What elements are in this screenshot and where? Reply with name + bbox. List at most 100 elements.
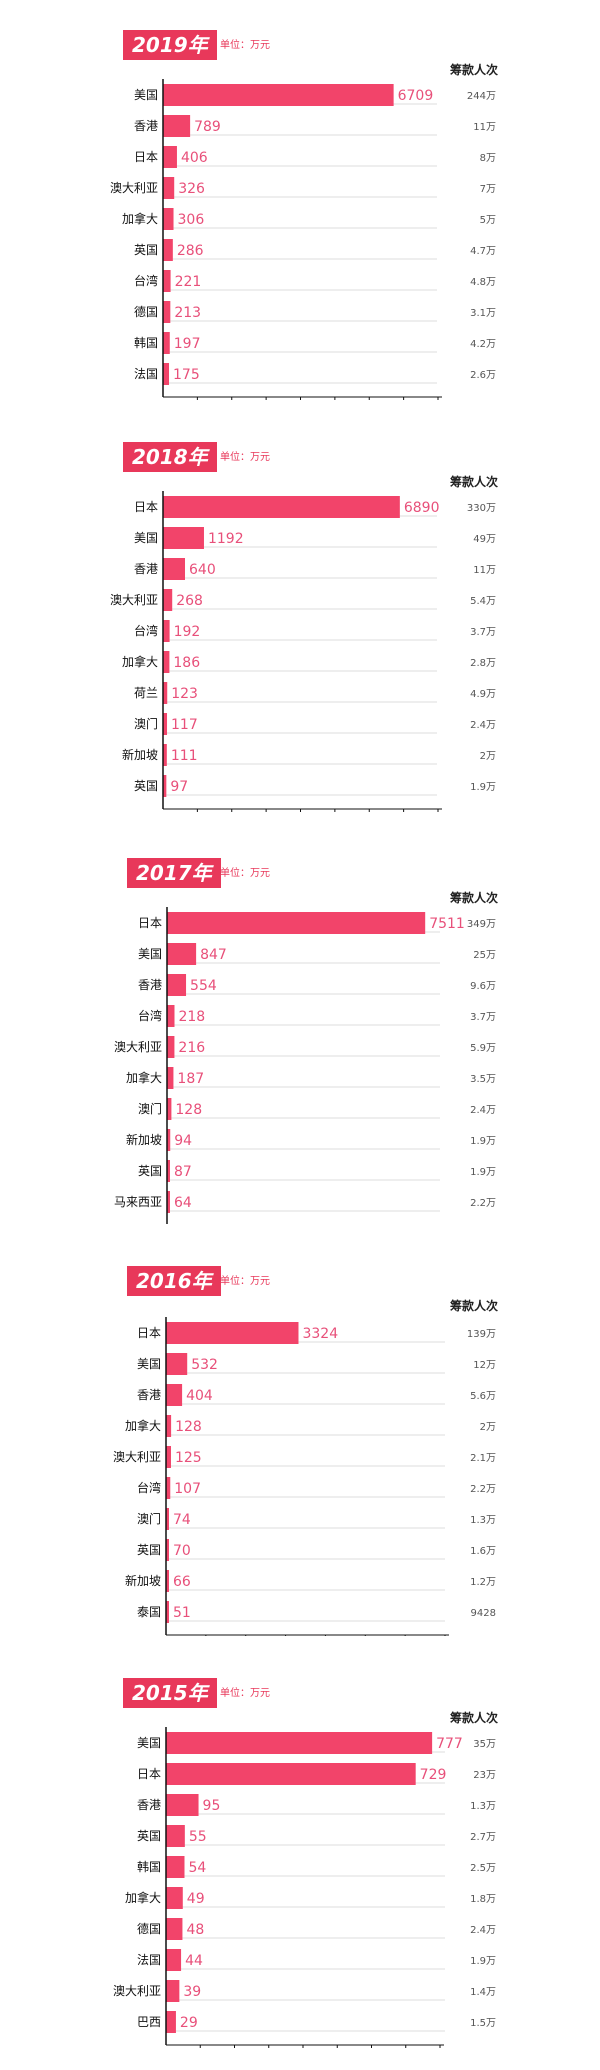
chart-title: 2018年 — [123, 442, 217, 472]
count-label: 244万 — [467, 91, 496, 102]
value-label: 95 — [203, 1798, 221, 1814]
bar — [166, 1415, 172, 1437]
bar — [163, 115, 191, 137]
category-label: 澳门 — [137, 1511, 161, 1526]
value-label: 87 — [174, 1164, 192, 1180]
bar — [163, 84, 394, 106]
count-label: 8万 — [480, 153, 496, 164]
bar — [163, 651, 170, 673]
bar — [167, 1160, 170, 1182]
value-label: 268 — [176, 593, 203, 609]
category-label: 台湾 — [138, 1008, 162, 1023]
category-label: 加拿大 — [125, 1890, 161, 1905]
chart-title: 2015年 — [123, 1678, 217, 1708]
count-label: 1.2万 — [470, 1577, 496, 1588]
count-label: 3.7万 — [470, 1012, 496, 1023]
value-label: 1192 — [208, 531, 244, 547]
unit-label: 单位：万元 — [220, 452, 270, 463]
value-label: 847 — [200, 947, 227, 963]
bar — [166, 1570, 169, 1592]
category-label: 美国 — [137, 1736, 161, 1750]
bar — [163, 208, 174, 230]
count-label: 1.5万 — [470, 2018, 496, 2029]
value-label: 554 — [190, 978, 217, 994]
category-label: 台湾 — [134, 273, 158, 288]
category-label: 英国 — [137, 1543, 161, 1557]
bar — [166, 1477, 171, 1499]
bar — [163, 177, 175, 199]
category-label: 加拿大 — [122, 654, 158, 669]
value-label: 729 — [420, 1767, 447, 1783]
unit-label: 单位：万元 — [220, 868, 270, 879]
value-label: 306 — [178, 212, 205, 228]
category-label: 香港 — [137, 1388, 161, 1402]
value-label: 29 — [180, 2015, 198, 2031]
category-label: 韩国 — [134, 335, 158, 350]
category-label: 巴西 — [137, 2015, 161, 2029]
category-label: 香港 — [134, 119, 158, 133]
count-label: 2.1万 — [470, 1453, 496, 1464]
count-label: 9428 — [471, 1608, 496, 1619]
category-label: 美国 — [137, 1357, 161, 1371]
count-label: 3.1万 — [470, 308, 496, 319]
bar — [166, 1446, 171, 1468]
count-label: 2.5万 — [470, 1863, 496, 1874]
category-label: 澳门 — [138, 1101, 162, 1116]
category-label: 澳大利亚 — [110, 593, 158, 607]
bar — [163, 620, 170, 642]
value-label: 213 — [174, 305, 201, 321]
count-column-header: 筹款人次 — [449, 891, 498, 905]
category-label: 泰国 — [137, 1605, 161, 1619]
bar — [166, 1732, 433, 1754]
count-label: 23万 — [473, 1770, 496, 1781]
value-label: 187 — [177, 1071, 204, 1087]
bar — [166, 1980, 180, 2002]
category-label: 德国 — [134, 304, 158, 319]
category-label: 英国 — [134, 243, 158, 257]
count-column-header: 筹款人次 — [449, 63, 498, 77]
bar — [166, 1508, 169, 1530]
value-label: 404 — [186, 1388, 213, 1404]
bar — [167, 1098, 172, 1120]
value-label: 51 — [173, 1605, 191, 1621]
value-label: 111 — [171, 748, 198, 764]
category-label: 加拿大 — [125, 1418, 161, 1433]
count-label: 5.6万 — [470, 1391, 496, 1402]
category-label: 日本 — [134, 150, 158, 164]
category-label: 日本 — [134, 500, 158, 514]
count-label: 2.2万 — [470, 1198, 496, 1209]
category-label: 新加坡 — [126, 1132, 162, 1147]
count-label: 7万 — [480, 184, 496, 195]
bar — [163, 558, 185, 580]
value-label: 192 — [174, 624, 201, 640]
value-label: 6890 — [404, 500, 440, 516]
value-label: 55 — [189, 1829, 207, 1845]
value-label: 218 — [178, 1009, 205, 1025]
value-label: 64 — [174, 1195, 192, 1211]
bar — [163, 239, 173, 261]
category-label: 美国 — [134, 88, 158, 102]
count-label: 11万 — [473, 122, 496, 133]
category-label: 澳大利亚 — [114, 1040, 162, 1054]
count-label: 5.9万 — [470, 1043, 496, 1054]
bar — [166, 1918, 183, 1940]
value-label: 49 — [187, 1891, 205, 1907]
count-label: 2.6万 — [470, 370, 496, 381]
count-label: 11万 — [473, 565, 496, 576]
category-label: 日本 — [137, 1767, 161, 1781]
chart-panel-2: 2017年 单位：万元 筹款人次 日本 7511 349万 美国 847 25万 香港 554 9.6… — [0, 824, 600, 1224]
count-label: 349万 — [467, 919, 496, 930]
bar — [166, 1353, 188, 1375]
value-label: 197 — [174, 336, 201, 352]
value-label: 186 — [173, 655, 200, 671]
category-label: 新加坡 — [122, 747, 158, 762]
bar — [163, 527, 204, 549]
count-label: 1.9万 — [470, 1167, 496, 1178]
bar — [166, 1384, 183, 1406]
count-column-header: 筹款人次 — [449, 475, 498, 489]
bar — [167, 1191, 170, 1213]
